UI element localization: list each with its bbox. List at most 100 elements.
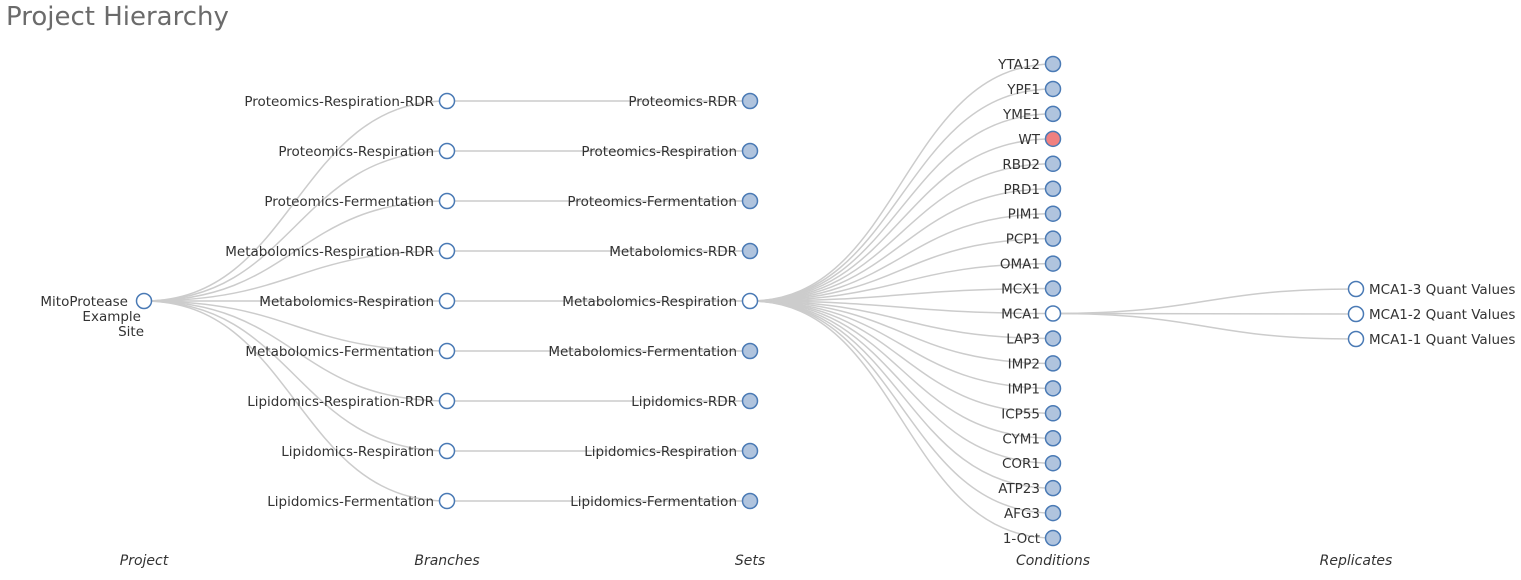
collapsed-node-circle[interactable]	[1044, 255, 1062, 272]
expanded-node-circle[interactable]	[1347, 305, 1365, 323]
tree-node-pim1[interactable]: PIM1	[1008, 205, 1062, 223]
tree-node-cor1[interactable]: COR1	[1002, 454, 1062, 473]
expanded-node-circle[interactable]	[438, 492, 456, 510]
tree-node-mca1[interactable]: MCA1	[1001, 305, 1062, 323]
tree-node-imp2[interactable]: IMP2	[1008, 355, 1062, 373]
tree-node-lipidomics-respiration[interactable]: Lipidomics-Respiration	[584, 442, 759, 461]
expanded-node-circle[interactable]	[438, 442, 456, 460]
tree-node-atp23[interactable]: ATP23	[998, 479, 1062, 498]
tree-node-prd1[interactable]: PRD1	[1003, 180, 1062, 198]
collapsed-node-circle[interactable]	[1044, 479, 1062, 497]
expanded-node-circle[interactable]	[1347, 330, 1365, 348]
tree-node-wt[interactable]: WT	[1018, 130, 1062, 148]
tree-node-metabolomics-fermentation[interactable]: Metabolomics-Fermentation	[548, 342, 759, 361]
expanded-node-circle[interactable]	[438, 242, 456, 260]
collapsed-node-circle[interactable]	[1044, 205, 1062, 222]
expanded-node-circle[interactable]	[1347, 280, 1365, 298]
node-label: AFG3	[1004, 506, 1040, 522]
collapsed-node-circle[interactable]	[1044, 454, 1062, 472]
tree-node-proteomics-rdr[interactable]: Proteomics-RDR	[628, 92, 759, 111]
collapsed-node-circle[interactable]	[741, 342, 759, 360]
expanded-node-circle[interactable]	[438, 342, 456, 360]
collapsed-node-circle[interactable]	[1044, 280, 1062, 297]
collapsed-node-circle[interactable]	[741, 92, 759, 110]
tree-node-proteomics-respiration[interactable]: Proteomics-Respiration	[581, 142, 759, 161]
collapsed-node-circle[interactable]	[1044, 80, 1062, 98]
collapsed-node-circle[interactable]	[1044, 430, 1062, 447]
tree-node-proteomics-fermentation[interactable]: Proteomics-Fermentation	[567, 192, 759, 211]
tree-node-lipidomics-fermentation[interactable]: Lipidomics-Fermentation	[267, 492, 456, 511]
node-label: MCA1-3 Quant Values	[1369, 282, 1515, 298]
collapsed-node-circle[interactable]	[1044, 405, 1062, 422]
tree-node-afg3[interactable]: AFG3	[1004, 504, 1062, 523]
tree-node-root[interactable]: MitoProtease Example Site	[40, 292, 153, 341]
expanded-node-circle[interactable]	[438, 392, 456, 410]
node-label: Lipidomics-Fermentation	[267, 494, 434, 510]
tree-node-ypf1[interactable]: YPF1	[1006, 80, 1062, 98]
collapsed-node-circle[interactable]	[1044, 155, 1062, 173]
collapsed-node-circle[interactable]	[1044, 180, 1062, 197]
tree-node-yme1[interactable]: YME1	[1002, 105, 1062, 123]
tree-node-mca1-1-quant-values[interactable]: MCA1-1 Quant Values	[1347, 330, 1516, 349]
node-label: PIM1	[1008, 207, 1040, 223]
tree-link	[1052, 288, 1357, 315]
collapsed-node-circle[interactable]	[741, 192, 759, 210]
tree-node-metabolomics-respiration[interactable]: Metabolomics-Respiration	[259, 292, 456, 311]
collapsed-node-circle[interactable]	[741, 392, 759, 410]
tree-link	[749, 300, 1054, 464]
tree-link	[749, 287, 1054, 302]
node-label: Proteomics-Fermentation	[264, 194, 434, 210]
tree-node-icp55[interactable]: ICP55	[1001, 405, 1062, 423]
expanded-node-circle[interactable]	[1044, 305, 1062, 322]
highlighted-node-circle[interactable]	[1044, 130, 1062, 148]
tree-node-proteomics-fermentation[interactable]: Proteomics-Fermentation	[264, 192, 456, 211]
collapsed-node-circle[interactable]	[741, 492, 759, 510]
tree-node-metabolomics-rdr[interactable]: Metabolomics-RDR	[609, 242, 759, 261]
tree-node-metabolomics-fermentation[interactable]: Metabolomics-Fermentation	[245, 342, 456, 361]
expanded-node-circle[interactable]	[438, 92, 456, 110]
tree-node-metabolomics-respiration-rdr[interactable]: Metabolomics-Respiration-RDR	[225, 242, 456, 261]
collapsed-node-circle[interactable]	[1044, 504, 1062, 522]
level-label-branches: Branches	[414, 553, 479, 569]
collapsed-node-circle[interactable]	[1044, 105, 1062, 123]
tree-node-lipidomics-fermentation[interactable]: Lipidomics-Fermentation	[570, 492, 759, 511]
tree-node-proteomics-respiration[interactable]: Proteomics-Respiration	[278, 142, 456, 161]
expanded-node-circle[interactable]	[741, 292, 759, 310]
tree-node-rbd2[interactable]: RBD2	[1002, 155, 1062, 173]
expanded-node-circle[interactable]	[438, 142, 456, 160]
expanded-node-circle[interactable]	[438, 192, 456, 210]
node-label: 1-Oct	[1003, 531, 1040, 547]
node-label: IMP1	[1008, 381, 1040, 397]
tree-node-yta12[interactable]: YTA12	[997, 55, 1062, 74]
node-label-line: Site	[118, 324, 144, 340]
tree-node-1-oct[interactable]: 1-Oct	[1003, 529, 1062, 548]
collapsed-node-circle[interactable]	[741, 142, 759, 160]
collapsed-node-circle[interactable]	[1044, 230, 1062, 247]
tree-node-proteomics-respiration-rdr[interactable]: Proteomics-Respiration-RDR	[244, 92, 456, 111]
collapsed-node-circle[interactable]	[1044, 355, 1062, 372]
node-label: PCP1	[1006, 232, 1040, 248]
tree-node-lipidomics-rdr[interactable]: Lipidomics-RDR	[631, 392, 759, 411]
tree-node-lipidomics-respiration-rdr[interactable]: Lipidomics-Respiration-RDR	[247, 392, 456, 411]
tree-node-imp1[interactable]: IMP1	[1008, 380, 1062, 398]
collapsed-node-circle[interactable]	[1044, 55, 1062, 73]
tree-node-mca1-2-quant-values[interactable]: MCA1-2 Quant Values	[1347, 305, 1516, 324]
tree-node-oma1[interactable]: OMA1	[1000, 255, 1062, 273]
tree-node-mcx1[interactable]: MCX1	[1001, 280, 1062, 298]
tree-node-pcp1[interactable]: PCP1	[1006, 230, 1062, 248]
tree-node-lipidomics-respiration[interactable]: Lipidomics-Respiration	[281, 442, 456, 461]
node-label: LAP3	[1006, 331, 1040, 347]
expanded-node-circle[interactable]	[135, 292, 153, 310]
tree-link	[143, 300, 448, 352]
collapsed-node-circle[interactable]	[1044, 380, 1062, 397]
expanded-node-circle[interactable]	[438, 292, 456, 310]
collapsed-node-circle[interactable]	[741, 242, 759, 260]
collapsed-node-circle[interactable]	[1044, 529, 1062, 547]
collapsed-node-circle[interactable]	[741, 442, 759, 460]
tree-node-mca1-3-quant-values[interactable]: MCA1-3 Quant Values	[1347, 280, 1516, 299]
tree-node-lap3[interactable]: LAP3	[1006, 330, 1062, 348]
collapsed-node-circle[interactable]	[1044, 330, 1062, 347]
tree-node-metabolomics-respiration[interactable]: Metabolomics-Respiration	[562, 292, 759, 311]
level-label-conditions: Conditions	[1016, 553, 1090, 569]
tree-node-cym1[interactable]: CYM1	[1002, 430, 1062, 448]
